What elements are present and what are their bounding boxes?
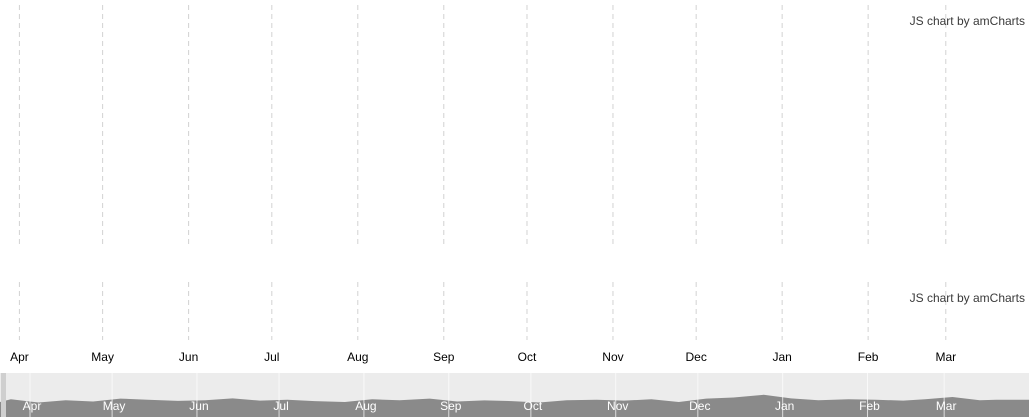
scrollbar[interactable]: Apr May Jun Jul Aug Sep Oct Nov Dec Jan Feb Mar [0,373,1029,417]
x-tick-label-jan: Jan [772,350,791,364]
x-tick-label-jun: Jun [179,350,198,364]
x-tick-label-mar: Mar [935,350,956,364]
x-axis: Apr May Jun Jul Aug Sep Oct Nov Dec Jan Feb Mar [10,350,956,364]
secondary-panel[interactable] [0,280,1029,370]
secondary-credit-label[interactable]: JS chart by amCharts [909,291,1025,305]
scrollbar-tick-label-may: May [103,399,126,413]
scrollbar-tick-label-jul: Jul [273,399,288,413]
scrollbar-tick-label-oct: Oct [524,399,543,413]
main-credit-label[interactable]: JS chart by amCharts [909,14,1025,28]
scrollbar-tick-label-feb: Feb [859,399,880,413]
x-tick-label-apr: Apr [10,350,29,364]
scrollbar-left-grip[interactable] [1,373,6,417]
x-tick-label-feb: Feb [858,350,879,364]
scrollbar-tick-label-dec: Dec [689,399,710,413]
scrollbar-tick-label-apr: Apr [23,399,42,413]
x-tick-label-sep: Sep [433,350,455,364]
x-tick-label-dec: Dec [685,350,706,364]
x-tick-label-oct: Oct [518,350,537,364]
x-tick-label-jul: Jul [264,350,279,364]
scrollbar-grid [29,373,945,417]
scrollbar-tick-label-aug: Aug [355,399,376,413]
scrollbar-tick-label-nov: Nov [607,399,628,413]
x-tick-label-aug: Aug [347,350,368,364]
scrollbar-tick-label-jun: Jun [189,399,208,413]
scrollbar-labels: Apr May Jun Jul Aug Sep Oct Nov Dec Jan Feb Mar [23,399,957,413]
x-tick-label-nov: Nov [602,350,623,364]
main-grid [18,5,947,248]
scrollbar-tick-label-mar: Mar [936,399,957,413]
main-panel[interactable] [0,0,1029,250]
x-tick-label-may: May [91,350,114,364]
scrollbar-tick-label-jan: Jan [775,399,794,413]
scrollbar-series-area [0,394,1029,417]
secondary-grid [18,282,947,340]
scrollbar-tick-label-sep: Sep [440,399,462,413]
